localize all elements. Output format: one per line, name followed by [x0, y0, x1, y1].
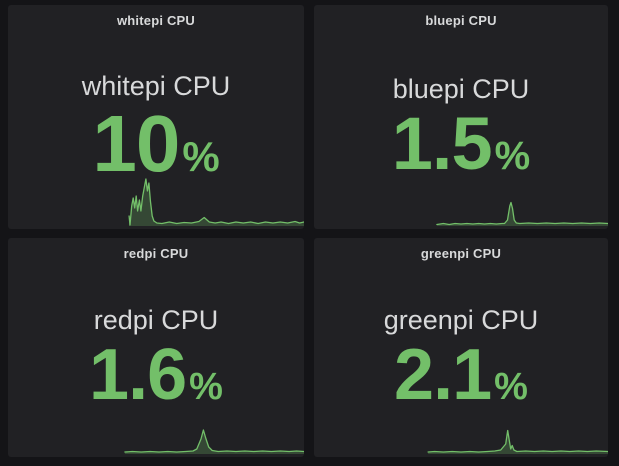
- cpu-sparkline: [436, 201, 608, 226]
- stat-value-row: 2.1 %: [394, 339, 528, 411]
- stat-value: 1.5: [391, 102, 493, 186]
- stat-value-row: 1.6 %: [89, 339, 223, 411]
- cpu-sparkline: [128, 178, 304, 226]
- panel-title[interactable]: redpi CPU: [123, 245, 189, 261]
- stat-unit-percent: %: [189, 365, 223, 408]
- stat-value-row: 1.5 %: [392, 107, 530, 181]
- stat-label: whitepi CPU: [81, 70, 231, 101]
- panel-title[interactable]: whitepi CPU: [116, 12, 196, 28]
- stat-content: greenpi CPU 2.1 %: [314, 268, 608, 447]
- stat-value-row: 10 %: [92, 104, 219, 184]
- stat-content: bluepi CPU 1.5 %: [314, 35, 608, 219]
- stat-label: redpi CPU: [93, 305, 219, 336]
- stat-unit-percent: %: [494, 365, 528, 408]
- stat-panel-bluepi: bluepi CPU bluepi CPU 1.5 %: [314, 5, 608, 229]
- stat-label: greenpi CPU: [383, 305, 539, 336]
- stat-value: 10: [92, 99, 180, 189]
- stat-value: 2.1: [394, 334, 492, 415]
- stat-panel-redpi: redpi CPU redpi CPU 1.6 %: [8, 238, 304, 457]
- stat-unit-percent: %: [182, 133, 220, 181]
- stat-panel-whitepi: whitepi CPU whitepi CPU 10 %: [8, 5, 304, 229]
- cpu-sparkline: [124, 429, 304, 454]
- stat-panel-greenpi: greenpi CPU greenpi CPU 2.1 %: [314, 238, 608, 457]
- stat-unit-percent: %: [494, 134, 531, 179]
- panel-title[interactable]: bluepi CPU: [425, 12, 497, 28]
- stat-content: redpi CPU 1.6 %: [8, 268, 304, 447]
- stat-label: bluepi CPU: [392, 73, 530, 104]
- cpu-sparkline: [427, 429, 608, 454]
- stat-content: whitepi CPU 10 %: [8, 35, 304, 219]
- panel-title[interactable]: greenpi CPU: [420, 245, 502, 261]
- stat-value: 1.6: [89, 334, 187, 415]
